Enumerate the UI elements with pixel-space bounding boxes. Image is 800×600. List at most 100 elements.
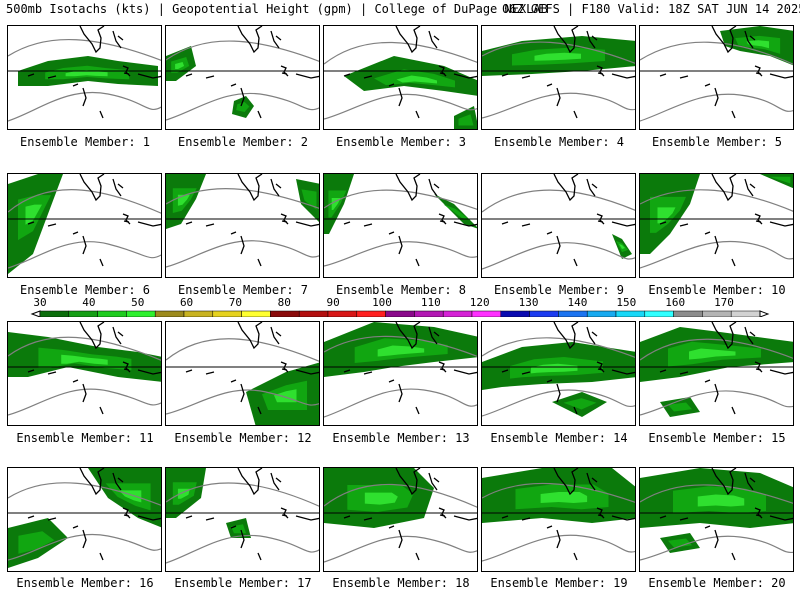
isotach-max <box>689 348 736 360</box>
ensemble-member-label: Ensemble Member: 6 <box>19 283 151 297</box>
height-contour <box>324 241 477 267</box>
isotach-core <box>668 538 692 548</box>
height-contour <box>324 483 477 508</box>
ensemble-map-panel <box>165 321 320 426</box>
colorbar-tick-label: 140 <box>567 296 588 309</box>
height-contour <box>324 535 477 563</box>
height-contour <box>166 482 319 507</box>
panel-map <box>482 26 635 119</box>
panel-map <box>166 26 319 121</box>
colorbar-tick-label: 60 <box>179 296 194 309</box>
coastline <box>185 26 319 119</box>
colorbar-swatch <box>442 310 473 317</box>
height-contour <box>482 92 635 119</box>
coastline <box>659 174 793 267</box>
height-contour <box>166 338 319 362</box>
height-contour <box>640 484 793 504</box>
chart-title: 500mb Isotachs (kts) | Geopotential Heig… <box>6 2 548 16</box>
isotach-max <box>61 354 108 365</box>
colorbar-swatch <box>586 310 617 317</box>
coastline <box>501 174 635 267</box>
height-contour <box>482 337 635 358</box>
height-contour <box>482 41 635 64</box>
coastline <box>343 174 477 267</box>
panel-map <box>640 468 793 561</box>
isotach-core <box>236 102 250 112</box>
colorbar-swatch <box>68 310 98 317</box>
height-contour <box>482 189 635 213</box>
colorbar-tick-label: 50 <box>131 296 145 309</box>
isotach-max <box>396 75 437 84</box>
ensemble-map-panel <box>7 321 162 426</box>
colorbar-swatch <box>529 310 559 317</box>
ensemble-member-label: Ensemble Member: 4 <box>493 135 625 149</box>
ensemble-map-panel <box>165 173 320 278</box>
panel-map <box>482 322 635 417</box>
isotach-core <box>18 531 55 554</box>
ensemble-member-label: Ensemble Member: 17 <box>174 576 312 590</box>
panel-map <box>8 322 161 416</box>
colorbar-swatch <box>500 310 530 317</box>
colorbar-swatch <box>356 310 386 317</box>
coastline <box>343 468 477 561</box>
colorbar-swatch <box>414 310 444 317</box>
colorbar-swatch <box>39 310 70 317</box>
ensemble-member-label: Ensemble Member: 9 <box>493 283 625 297</box>
colorbar-swatch <box>97 310 127 317</box>
isotach-max <box>331 198 341 210</box>
isotach-max <box>177 488 190 499</box>
isotach-max <box>65 70 108 77</box>
colorbar-swatch <box>270 310 300 317</box>
isotach-max <box>746 40 769 49</box>
height-contour <box>8 388 161 416</box>
coastline <box>659 26 793 119</box>
height-contour <box>166 240 319 268</box>
ensemble-member-label: Ensemble Member: 14 <box>490 431 628 445</box>
run-info: 06Z GEFS | F180 Valid: 18Z SAT JUN 14 20… <box>502 2 800 16</box>
panel-map <box>324 322 477 418</box>
colorbar-tick-label: 160 <box>665 296 686 309</box>
ensemble-member-label: Ensemble Member: 15 <box>648 431 786 445</box>
colorbar-tick-label: 120 <box>469 296 490 309</box>
colorbar-tick-label: 30 <box>33 296 47 309</box>
colorbar-swatch <box>673 310 703 317</box>
colorbar-tick-label: 170 <box>714 296 734 309</box>
height-contour <box>640 41 793 65</box>
ensemble-map-panel <box>323 173 478 278</box>
coastline <box>27 322 161 415</box>
isotach-max <box>175 62 185 69</box>
panel-map <box>482 468 635 562</box>
height-contour <box>482 482 635 503</box>
height-contour <box>482 534 635 562</box>
ensemble-member-label: Ensemble Member: 11 <box>16 431 154 445</box>
ensemble-member-label: Ensemble Member: 3 <box>335 135 467 149</box>
ensemble-map-panel <box>7 173 162 278</box>
ensemble-map-panel <box>481 467 636 572</box>
colorbar-swatch <box>730 310 761 317</box>
coastline <box>659 468 793 561</box>
height-contour <box>640 240 793 269</box>
coastline <box>659 322 793 415</box>
panel-map <box>640 322 793 417</box>
ensemble-member-label: Ensemble Member: 7 <box>177 283 309 297</box>
coastline <box>27 174 161 267</box>
isotach-max <box>697 494 745 507</box>
colorbar-swatch <box>558 310 588 317</box>
height-contour <box>640 189 793 212</box>
ensemble-member-label: Ensemble Member: 10 <box>648 283 786 297</box>
height-contour <box>8 336 161 361</box>
panel-map <box>8 468 161 568</box>
isotach-core <box>458 114 474 126</box>
colorbar-swatch <box>154 310 185 317</box>
height-contour <box>166 188 319 209</box>
ensemble-map-panel <box>481 25 636 130</box>
coastline <box>501 26 635 119</box>
height-contour <box>482 389 635 417</box>
colorbar-swatch <box>183 310 214 317</box>
height-contour <box>8 533 161 561</box>
ensemble-map-panel <box>639 25 794 130</box>
colorbar-swatch <box>212 310 242 317</box>
coastline <box>343 322 477 415</box>
height-contour <box>324 189 477 210</box>
height-contour <box>8 189 161 214</box>
